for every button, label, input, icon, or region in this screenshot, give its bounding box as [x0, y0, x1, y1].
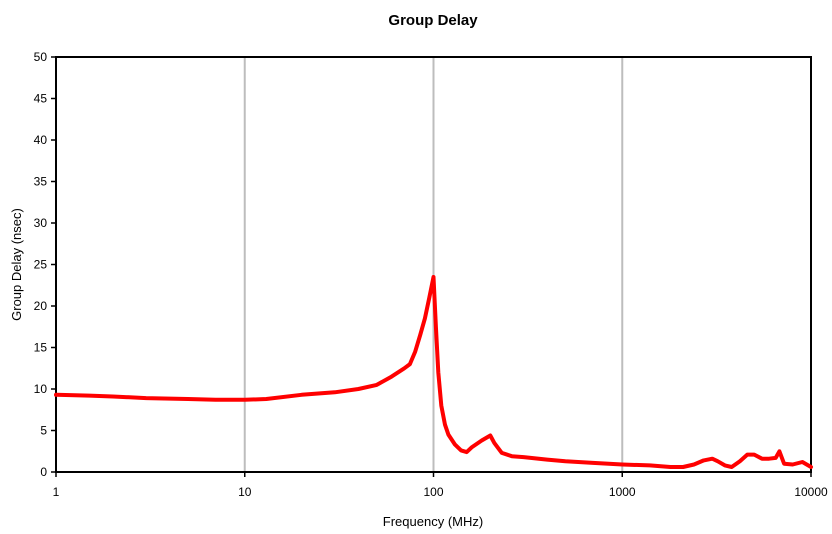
y-tick-label: 10 [34, 382, 48, 396]
chart-title: Group Delay [388, 12, 478, 29]
y-axis: 0 5 10 15 20 25 30 35 40 45 50 [34, 50, 56, 479]
y-tick-label: 30 [34, 216, 48, 230]
y-tick-label: 50 [34, 50, 48, 64]
x-tick-label: 100 [423, 485, 443, 499]
x-tick-label: 1000 [609, 485, 636, 499]
grid-lines [243, 57, 624, 472]
x-tick-label: 1 [53, 485, 60, 499]
y-tick-label: 20 [34, 299, 48, 313]
y-tick-label: 45 [34, 92, 48, 106]
y-tick-label: 15 [34, 341, 48, 355]
x-tick-label: 10 [238, 485, 252, 499]
y-tick-label: 0 [40, 465, 47, 479]
y-tick-label: 25 [34, 258, 48, 272]
y-tick-label: 40 [34, 133, 48, 147]
y-tick-label: 5 [40, 424, 47, 438]
series-line [54, 275, 813, 469]
series-layer [54, 275, 813, 469]
y-axis-label: Group Delay (nsec) [9, 208, 24, 321]
x-axis-label: Frequency (MHz) [383, 514, 483, 529]
y-tick-label: 35 [34, 175, 48, 189]
x-axis: 1 10 100 1000 10000 [53, 472, 828, 499]
x-tick-label: 10000 [794, 485, 828, 499]
